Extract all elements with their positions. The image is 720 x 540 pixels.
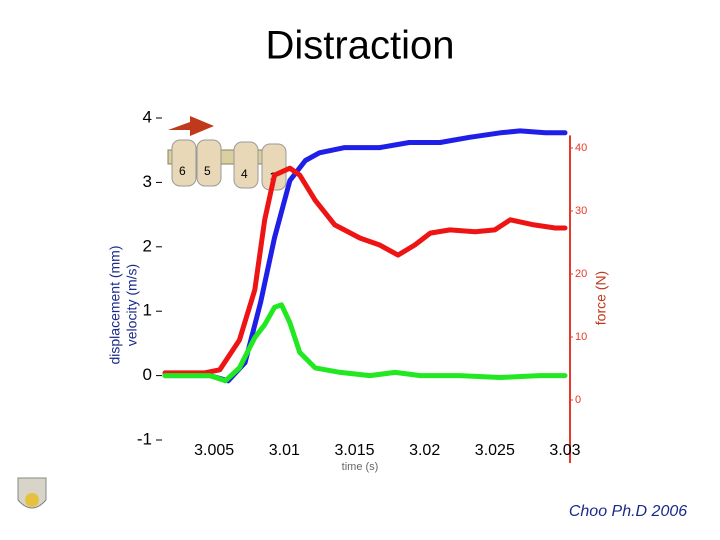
- x-axis-title: time (s): [342, 461, 379, 473]
- y2-tick-label: 0: [575, 394, 581, 406]
- y-tick-label: 3: [143, 172, 152, 191]
- vertebra: [171, 139, 197, 187]
- x-tick-label: 3.03: [549, 442, 580, 459]
- vertebra-label: 5: [204, 164, 211, 178]
- data-line: [162, 302, 568, 384]
- vertebra-label: 6: [179, 164, 186, 178]
- y-tick-label: 4: [143, 107, 152, 126]
- y-axis-title-secondary: velocity (m/s): [124, 264, 140, 346]
- y2-tick-label: 30: [575, 205, 587, 217]
- y2-axis-title: force (N): [593, 271, 609, 325]
- y-tick-label: 1: [143, 301, 152, 320]
- logo: [17, 477, 47, 509]
- spine-illustration: 6 5 4 3: [167, 116, 287, 191]
- y2-tick-label: 20: [575, 268, 587, 280]
- chart-title: Distraction: [266, 24, 455, 68]
- x-tick-label: 3.015: [334, 442, 374, 459]
- vertebra: [196, 139, 222, 187]
- vertebra: [233, 141, 259, 189]
- y-axis-title: displacement (mm): [107, 245, 123, 364]
- y-tick-label: 2: [143, 236, 152, 255]
- x-tick-label: 3.01: [269, 442, 300, 459]
- arrow: [168, 116, 214, 136]
- x-tick-label: 3.025: [475, 442, 515, 459]
- x-tick-label: 3.005: [194, 442, 234, 459]
- vertebra-label: 4: [241, 167, 248, 181]
- credit: Choo Ph.D 2006: [569, 503, 687, 520]
- logo-sun: [25, 493, 39, 507]
- y-tick-label: -1: [137, 429, 152, 448]
- data-line: [162, 128, 568, 384]
- y2-tick-label: 40: [575, 142, 587, 154]
- y-tick-label: 0: [143, 365, 152, 384]
- y2-tick-label: 10: [575, 331, 587, 343]
- data-line: [162, 165, 568, 376]
- vertebra: [261, 143, 287, 191]
- x-tick-label: 3.02: [409, 442, 440, 459]
